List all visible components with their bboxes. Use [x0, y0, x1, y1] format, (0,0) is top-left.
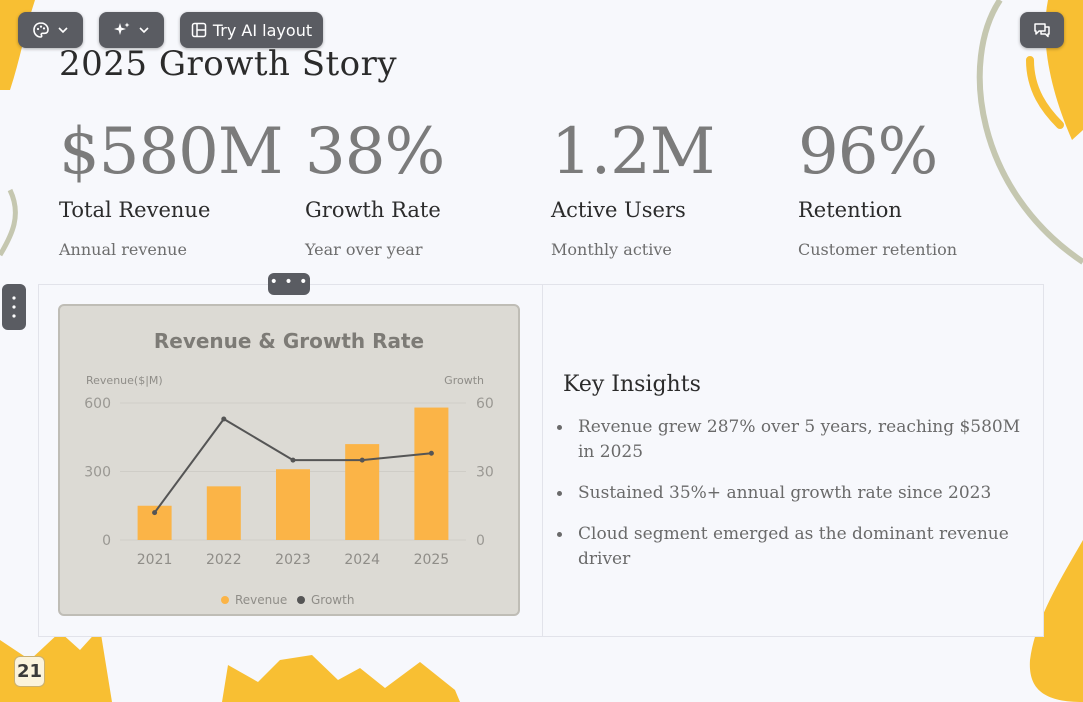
stat-retention: 96% Retention Customer retention [798, 112, 957, 259]
point-growth [428, 450, 434, 456]
decor-brush-top-right-2 [1026, 56, 1064, 129]
page-number-badge[interactable]: 21 [14, 656, 45, 687]
y-tick-label: 300 [84, 465, 111, 481]
bar-revenue [206, 486, 241, 540]
x-tick-label: 2025 [414, 552, 450, 568]
layout-icon [191, 22, 207, 38]
theme-menu-button[interactable] [18, 12, 83, 48]
page-title: 2025 Growth Story [59, 44, 398, 84]
stat-label: Active Users [551, 198, 686, 222]
bar-revenue [414, 407, 449, 540]
y2-axis-label: Growth [444, 374, 484, 387]
legend-marker-revenue [221, 596, 229, 604]
x-tick-label: 2024 [344, 552, 380, 568]
list-item: Sustained 35%+ annual growth rate since … [557, 481, 1033, 506]
y2-tick-label: 0 [476, 533, 485, 549]
x-tick-label: 2022 [206, 552, 242, 568]
column-divider [542, 285, 543, 636]
legend-marker-growth [297, 596, 305, 604]
palette-icon [32, 22, 49, 38]
list-item: Cloud segment emerged as the dominant re… [557, 522, 1033, 572]
stat-value: $580M [59, 115, 283, 189]
stat-growth-rate: 38% Growth Rate Year over year [305, 112, 445, 259]
side-drag-handle[interactable] [2, 284, 26, 330]
chevron-down-icon [57, 27, 68, 34]
comments-button[interactable] [1020, 12, 1064, 48]
stat-subtitle: Annual revenue [59, 240, 187, 259]
decor-leaf-bottom-right [1029, 540, 1083, 702]
key-insights: Key Insights Revenue grew 287% over 5 ye… [557, 372, 1033, 588]
chevron-down-icon [138, 27, 149, 34]
legend-label-growth: Growth [311, 593, 354, 607]
x-tick-label: 2023 [275, 552, 311, 568]
x-tick-label: 2021 [137, 552, 173, 568]
y2-tick-label: 30 [476, 465, 494, 481]
stat-label: Retention [798, 198, 902, 222]
try-ai-layout-button[interactable]: Try AI layout [180, 12, 323, 48]
bar-revenue [276, 469, 310, 540]
try-ai-layout-label: Try AI layout [212, 20, 313, 40]
stat-active-users: 1.2M Active Users Monthly active [551, 112, 715, 259]
insights-list: Revenue grew 287% over 5 years, reaching… [557, 415, 1033, 572]
stat-value: 96% [798, 115, 938, 189]
decor-ring-top-right [976, 0, 1083, 265]
decor-curve-left [0, 188, 18, 257]
point-growth [290, 457, 296, 463]
sparkles-icon [113, 22, 129, 35]
revenue-growth-chart: Revenue & Growth Rate Revenue($|M) Growth 0… [84, 329, 494, 607]
stat-total-revenue: $580M Total Revenue Annual revenue [59, 112, 283, 259]
point-growth [221, 416, 227, 422]
chart-card[interactable]: Revenue & Growth Rate Revenue($|M) Growth 0… [58, 304, 520, 616]
legend-label-revenue: Revenue [235, 593, 287, 607]
stat-subtitle: Monthly active [551, 240, 672, 259]
block-drag-handle[interactable]: • • • [268, 273, 310, 295]
y-tick-label: 0 [102, 533, 111, 549]
point-growth [152, 510, 158, 516]
point-growth [359, 457, 365, 463]
stat-label: Growth Rate [305, 198, 441, 222]
drag-dots-icon [12, 296, 16, 318]
chart-title: Revenue & Growth Rate [154, 329, 424, 353]
stat-subtitle: Year over year [305, 240, 423, 259]
stat-value: 1.2M [551, 115, 715, 189]
stat-subtitle: Customer retention [798, 240, 957, 259]
decor-leaf-bottom-center [222, 655, 460, 702]
ai-magic-menu-button[interactable] [99, 12, 164, 48]
y-tick-label: 600 [84, 396, 111, 412]
comment-icon [1034, 23, 1050, 38]
y2-tick-label: 60 [476, 396, 494, 412]
stat-value: 38% [305, 115, 445, 189]
y-axis-label: Revenue($|M) [86, 374, 163, 387]
list-item: Revenue grew 287% over 5 years, reaching… [557, 415, 1033, 465]
insights-heading: Key Insights [563, 372, 701, 397]
stat-label: Total Revenue [59, 198, 211, 222]
